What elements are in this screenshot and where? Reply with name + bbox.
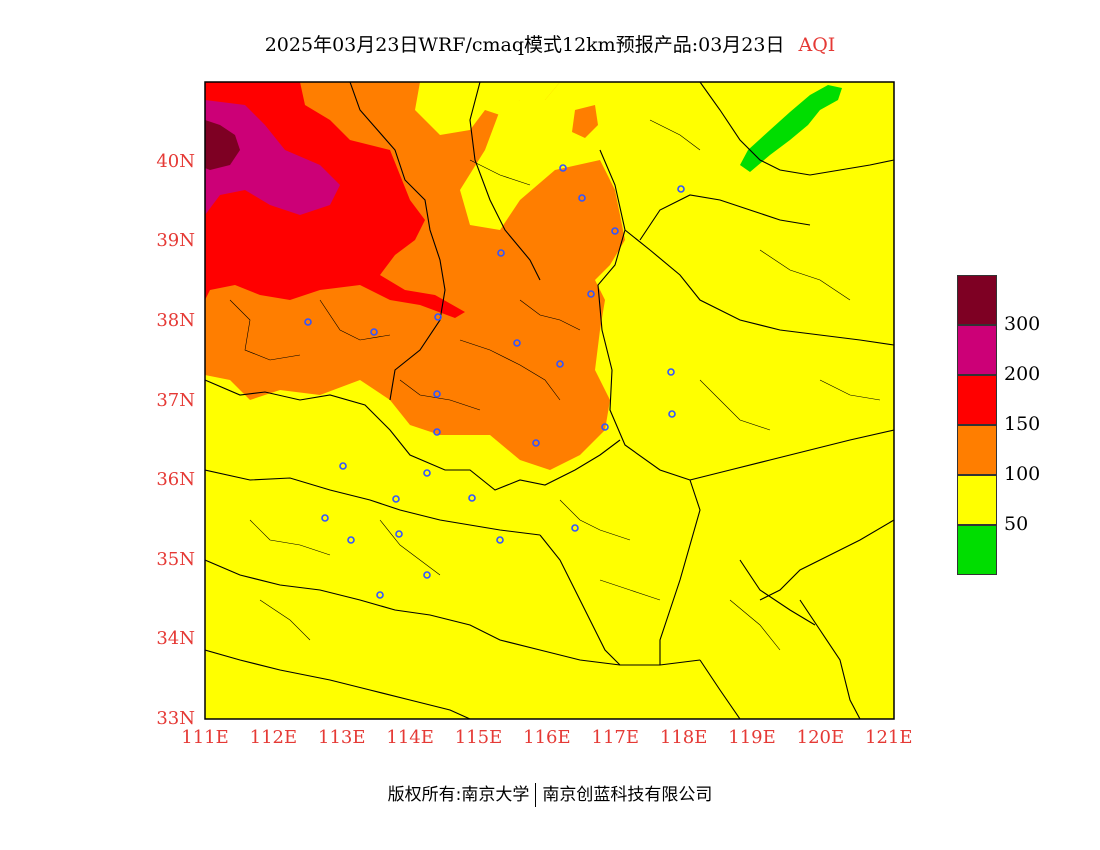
latitude-tick: 33N <box>156 708 195 729</box>
station-marker <box>497 249 505 257</box>
station-marker <box>556 360 564 368</box>
latitude-tick: 40N <box>156 150 195 172</box>
longitude-tick: 114E <box>386 727 434 748</box>
aqi-orange-patch <box>572 105 598 138</box>
longitude-tick: 113E <box>318 727 366 748</box>
station-marker <box>376 591 384 599</box>
page-title: 2025年03月23日WRF/cmaq模式12km预报产品:03月23日 AQI <box>0 30 1100 57</box>
longitude-tick: 117E <box>591 727 640 748</box>
aqi-green-region <box>740 85 842 172</box>
station-marker <box>571 524 579 532</box>
legend-label: 50 <box>1004 513 1029 535</box>
station-marker <box>433 390 441 398</box>
station-marker <box>304 318 312 326</box>
station-marker <box>532 439 540 447</box>
station-marker <box>578 194 586 202</box>
station-marker <box>468 494 476 502</box>
longitude-tick: 119E <box>728 727 776 748</box>
latitude-tick: 36N <box>156 469 195 491</box>
aqi-yellow-intrusion <box>205 82 894 719</box>
latitude-tick: 37N <box>156 389 195 411</box>
station-marker <box>513 339 521 347</box>
company-text: 南京创蓝科技有限公司 <box>542 785 713 805</box>
latitude-tick: 34N <box>156 628 195 650</box>
aqi-yellow-intrusion <box>415 82 560 135</box>
legend-swatch <box>957 425 997 475</box>
legend-label: 150 <box>1004 413 1041 435</box>
longitude-tick: 116E <box>523 727 571 748</box>
station-marker <box>667 368 675 376</box>
station-marker <box>347 536 355 544</box>
province-boundaries <box>205 82 894 719</box>
variable-label: AQI <box>798 34 836 56</box>
station-marker <box>611 227 619 235</box>
longitude-tick: 115E <box>454 727 503 748</box>
longitude-tick: 112E <box>249 727 298 748</box>
station-marker <box>433 428 441 436</box>
station-marker <box>677 185 685 193</box>
footer-separator <box>535 783 537 807</box>
county-boundaries <box>229 119 881 651</box>
monitoring-stations <box>304 164 685 599</box>
station-marker <box>423 571 431 579</box>
station-marker <box>434 313 442 321</box>
legend-label: 200 <box>1004 363 1041 385</box>
legend-label: 100 <box>1004 463 1041 485</box>
station-marker <box>392 495 400 503</box>
station-marker <box>339 462 347 470</box>
legend-swatch <box>957 475 997 525</box>
legend-swatch <box>957 375 997 425</box>
aqi-purple-region <box>205 100 340 215</box>
longitude-tick: 111E <box>181 727 229 748</box>
latitude-tick: 39N <box>156 230 195 252</box>
station-marker <box>668 410 676 418</box>
station-marker <box>395 530 403 538</box>
legend-swatch <box>957 325 997 375</box>
footer: 版权所有:南京大学 南京创蓝科技有限公司 <box>0 780 1100 807</box>
station-marker <box>559 164 567 172</box>
legend-swatch <box>957 525 997 575</box>
legend-label: 300 <box>1004 313 1041 335</box>
aqi-maroon-region <box>205 120 240 170</box>
longitude-tick: 120E <box>796 727 845 748</box>
longitude-tick: 118E <box>659 727 708 748</box>
latitude-tick: 35N <box>156 548 195 570</box>
latitude-tick: 38N <box>156 309 195 331</box>
title-text: 2025年03月23日WRF/cmaq模式12km预报产品:03月23日 <box>264 34 785 56</box>
station-marker <box>370 328 378 336</box>
station-marker <box>587 290 595 298</box>
legend-swatch <box>957 275 997 325</box>
map-frame <box>204 81 895 720</box>
copyright-text: 版权所有:南京大学 <box>387 785 530 805</box>
station-marker <box>601 423 609 431</box>
station-marker <box>423 469 431 477</box>
station-marker <box>321 514 329 522</box>
longitude-tick: 121E <box>865 727 913 748</box>
station-marker <box>496 536 504 544</box>
